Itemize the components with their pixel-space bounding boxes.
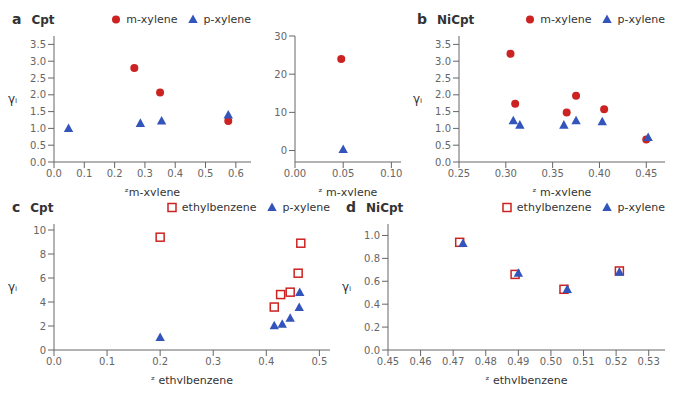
svg-text:0.47: 0.47 <box>442 356 464 367</box>
svg-text:3.5: 3.5 <box>435 39 451 50</box>
svg-text:0.0: 0.0 <box>364 345 380 356</box>
svg-text:2: 2 <box>40 321 46 332</box>
svg-text:4: 4 <box>40 297 46 308</box>
svg-text:0.6: 0.6 <box>364 276 380 287</box>
svg-text:2.0: 2.0 <box>435 89 451 100</box>
svg-text:ᶻm-xylene: ᶻm-xylene <box>125 186 181 196</box>
html-text:b: b <box>417 11 427 27</box>
svg-text:20: 20 <box>274 69 287 80</box>
svg-text:ᶻ ethylbenzene: ᶻ ethylbenzene <box>485 374 567 384</box>
svg-text:2.0: 2.0 <box>30 89 46 100</box>
svg-text:0.1: 0.1 <box>99 356 115 367</box>
svg-text:0.0: 0.0 <box>435 157 451 168</box>
html-text:p-xylene: p-xylene <box>282 200 330 214</box>
svg-text:0.00: 0.00 <box>284 168 306 179</box>
svg-text:10: 10 <box>274 107 287 118</box>
svg-text:0.0: 0.0 <box>30 157 46 168</box>
svg-text:0.2: 0.2 <box>152 356 168 367</box>
svg-text:0.40: 0.40 <box>588 168 610 179</box>
svg-text:0.0: 0.0 <box>46 168 62 179</box>
html-text:d: d <box>346 199 356 215</box>
svg-text:1.5: 1.5 <box>30 106 46 117</box>
svg-text:0.3: 0.3 <box>205 356 221 367</box>
html-text:m-xylene: m-xylene <box>540 12 592 26</box>
svg-text:0.48: 0.48 <box>475 356 497 367</box>
svg-text:ᶻ ethylbenzene: ᶻ ethylbenzene <box>151 374 233 384</box>
svg-text:0.0: 0.0 <box>46 356 62 367</box>
svg-text:γᵢ: γᵢ <box>342 280 351 294</box>
svg-text:0.2: 0.2 <box>107 168 123 179</box>
svg-text:0.49: 0.49 <box>507 356 529 367</box>
svg-text:γᵢ: γᵢ <box>8 92 17 106</box>
svg-text:0: 0 <box>281 145 287 156</box>
svg-text:0.51: 0.51 <box>572 356 594 367</box>
svg-text:1.0: 1.0 <box>30 123 46 134</box>
svg-text:γᵢ: γᵢ <box>413 92 422 106</box>
svg-text:2.5: 2.5 <box>30 73 46 84</box>
svg-text:0.4: 0.4 <box>364 299 380 310</box>
svg-text:0.45: 0.45 <box>377 356 399 367</box>
svg-text:0.5: 0.5 <box>311 356 327 367</box>
html-text:NiCpt: NiCpt <box>366 201 404 215</box>
html-text:p-xylene: p-xylene <box>203 12 251 26</box>
svg-text:10: 10 <box>33 225 46 236</box>
html-text:c: c <box>12 199 21 215</box>
html-text:m-xylene: m-xylene <box>126 12 178 26</box>
svg-text:3.0: 3.0 <box>30 56 46 67</box>
html-text:Cpt: Cpt <box>30 201 54 215</box>
svg-text:0.50: 0.50 <box>540 356 562 367</box>
svg-text:6: 6 <box>40 273 46 284</box>
html-text:ethylbenzene: ethylbenzene <box>181 200 257 214</box>
svg-text:ᶻ m-xylene: ᶻ m-xylene <box>319 186 378 196</box>
svg-text:0.3: 0.3 <box>137 168 153 179</box>
svg-text:1.0: 1.0 <box>364 230 380 241</box>
svg-text:0.1: 0.1 <box>76 168 92 179</box>
html-text:p-xylene: p-xylene <box>617 200 665 214</box>
svg-text:0.53: 0.53 <box>638 356 660 367</box>
svg-text:0.5: 0.5 <box>435 140 451 151</box>
svg-text:3.5: 3.5 <box>30 39 46 50</box>
svg-text:0.52: 0.52 <box>605 356 627 367</box>
html-text:ethylbenzene: ethylbenzene <box>516 200 592 214</box>
svg-text:0.46: 0.46 <box>409 356 431 367</box>
html-text:Cpt: Cpt <box>31 13 55 27</box>
svg-text:0.25: 0.25 <box>448 168 470 179</box>
html-text:p-xylene: p-xylene <box>617 12 665 26</box>
svg-text:0.05: 0.05 <box>332 168 354 179</box>
svg-text:0.4: 0.4 <box>167 168 183 179</box>
svg-text:0: 0 <box>40 345 46 356</box>
svg-text:0.6: 0.6 <box>228 168 244 179</box>
svg-text:γᵢ: γᵢ <box>8 280 17 294</box>
svg-text:8: 8 <box>40 249 46 260</box>
svg-text:ᶻ m-xylene: ᶻ m-xylene <box>533 186 592 196</box>
svg-text:0.30: 0.30 <box>495 168 517 179</box>
svg-text:0.4: 0.4 <box>258 356 274 367</box>
svg-text:2.5: 2.5 <box>435 73 451 84</box>
svg-text:0.10: 0.10 <box>380 168 402 179</box>
svg-text:1.5: 1.5 <box>435 106 451 117</box>
svg-text:0.5: 0.5 <box>198 168 214 179</box>
svg-text:0.35: 0.35 <box>542 168 564 179</box>
svg-text:0.2: 0.2 <box>364 322 380 333</box>
svg-text:3.0: 3.0 <box>435 56 451 67</box>
svg-text:0.5: 0.5 <box>30 140 46 151</box>
html-text:NiCpt: NiCpt <box>437 13 475 27</box>
svg-text:0.8: 0.8 <box>364 253 380 264</box>
svg-text:1.0: 1.0 <box>435 123 451 134</box>
svg-text:0.45: 0.45 <box>635 168 657 179</box>
html-text:a: a <box>12 11 22 27</box>
svg-text:30: 30 <box>274 31 287 42</box>
